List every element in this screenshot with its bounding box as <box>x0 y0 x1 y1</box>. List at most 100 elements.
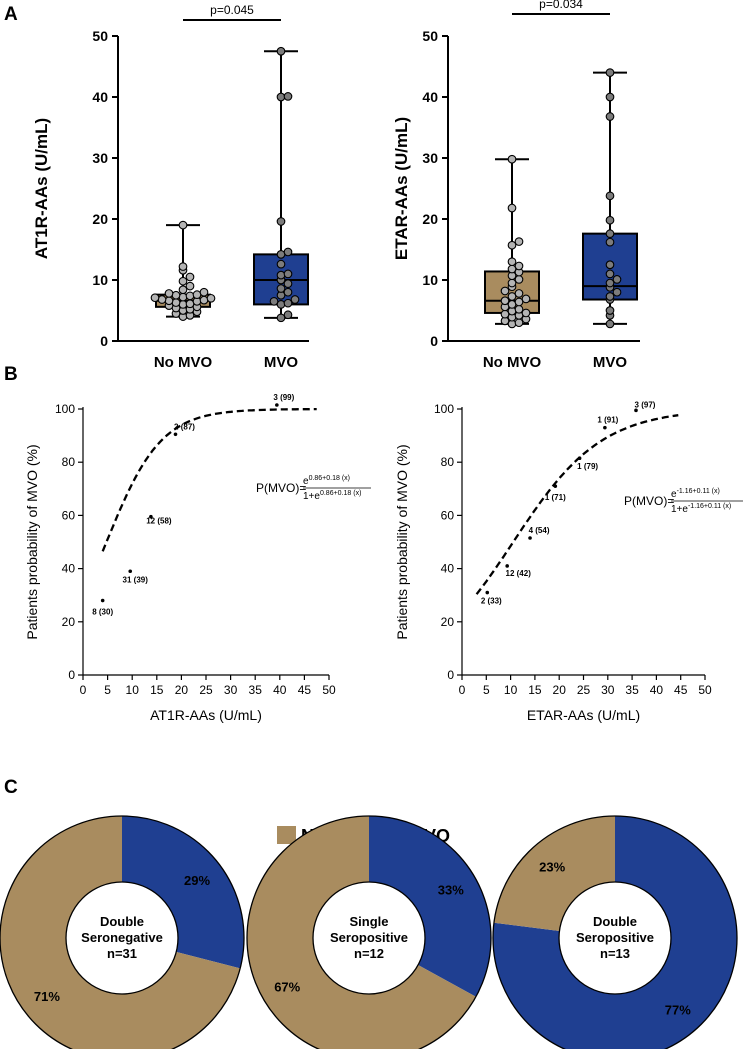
data-point <box>577 456 582 461</box>
y-tick-label: 0 <box>430 333 438 349</box>
y-axis-title: AT1R-AAs (U/mL) <box>32 118 51 259</box>
slice-percent-label: 77% <box>665 1002 691 1017</box>
slice-percent-label: 67% <box>274 979 300 994</box>
x-tick-label: 35 <box>249 683 263 697</box>
formula-numerator-base: e <box>671 489 677 500</box>
data-point <box>276 217 286 226</box>
data-point <box>485 590 490 595</box>
data-point <box>157 295 167 304</box>
center-label-line: Seropositive <box>330 930 408 945</box>
p-value-label: p=0.034 <box>539 0 583 11</box>
y-tick-label: 60 <box>441 508 455 522</box>
data-point <box>283 310 293 320</box>
point-label: 2 (33) <box>481 597 502 606</box>
data-point <box>171 290 181 300</box>
x-axis-title: AT1R-AAs (U/mL) <box>150 707 262 723</box>
data-point <box>507 257 517 267</box>
y-tick-label: 20 <box>92 211 108 227</box>
x-category-label: MVO <box>593 354 628 371</box>
data-point <box>605 319 615 329</box>
formula-numerator-base: e <box>303 476 309 487</box>
y-tick-label: 100 <box>434 402 454 416</box>
data-point <box>612 287 622 297</box>
center-label-line: Double <box>593 914 637 929</box>
x-tick-label: 50 <box>322 683 336 697</box>
x-tick-label: 45 <box>674 683 688 697</box>
y-tick-label: 40 <box>422 89 438 105</box>
data-point <box>178 285 188 295</box>
y-tick-label: 0 <box>100 333 108 349</box>
y-tick-label: 10 <box>92 272 108 288</box>
data-point <box>178 220 188 230</box>
x-tick-label: 15 <box>528 683 542 697</box>
data-point <box>500 286 510 296</box>
center-label-line: Double <box>100 914 144 929</box>
data-point <box>605 237 615 247</box>
y-tick-label: 20 <box>441 615 455 629</box>
y-tick-label: 50 <box>422 28 438 44</box>
y-axis-title: Patients probability of MVO (%) <box>24 444 40 639</box>
data-point <box>276 300 286 309</box>
point-label: 1 (71) <box>545 493 566 502</box>
data-point <box>514 289 524 298</box>
data-point <box>605 229 615 238</box>
donut-outer-ring <box>492 815 738 1049</box>
data-point <box>178 292 188 302</box>
y-tick-label: 0 <box>68 668 75 682</box>
data-point <box>150 293 160 303</box>
data-point <box>164 296 174 306</box>
y-tick-label: 20 <box>62 615 76 629</box>
x-tick-label: 25 <box>199 683 213 697</box>
data-point <box>507 240 517 250</box>
x-tick-label: 5 <box>104 683 111 697</box>
x-tick-label: 15 <box>150 683 164 697</box>
data-point <box>269 297 279 306</box>
y-axis-title: ETAR-AAs (U/mL) <box>392 117 411 260</box>
point-label: 1 (79) <box>577 462 598 471</box>
data-point <box>173 432 178 437</box>
x-tick-label: 45 <box>298 683 312 697</box>
data-point <box>507 203 517 213</box>
data-point <box>605 68 615 77</box>
data-point <box>128 569 133 574</box>
data-point <box>605 269 615 279</box>
point-label: 12 (42) <box>506 569 532 578</box>
formula-lhs: P(MVO)= <box>624 494 674 508</box>
data-point <box>528 536 532 540</box>
data-point <box>507 154 517 164</box>
data-point <box>276 92 286 102</box>
x-tick-label: 30 <box>224 683 238 697</box>
boxplot-etar: 0 10 20 30 40 50 ETAR-AAs (U/mL) No MVO MVO p=0.0… <box>392 0 640 371</box>
panel-letter-b: B <box>4 364 18 385</box>
x-tick-label: 5 <box>483 683 490 697</box>
data-point <box>283 287 293 297</box>
data-point <box>283 269 293 279</box>
data-point <box>276 259 286 269</box>
y-tick-label: 30 <box>92 150 108 166</box>
data-point <box>185 272 195 282</box>
point-label: 1 (91) <box>597 416 618 425</box>
data-point <box>514 261 524 271</box>
formula-numerator: e-1.16+0.11 (x) <box>671 488 720 500</box>
point-label: 31 (39) <box>123 575 149 584</box>
y-tick-label: 0 <box>447 668 454 682</box>
formula-denominator-exponent: 0.86+0.18 (x) <box>320 490 361 497</box>
x-tick-label: 10 <box>126 683 140 697</box>
data-point <box>500 309 510 319</box>
data-point <box>276 46 286 56</box>
data-point <box>290 295 300 304</box>
formula-numerator-exponent: 0.86+0.18 (x) <box>309 475 350 482</box>
donut-outer-ring <box>246 815 492 1049</box>
data-point <box>171 298 181 307</box>
logistic-curve-etar: 0 20 40 60 80 100 0 5 10 15 20 25 30 35 40 45 50 ETAR-AAs… <box>394 400 743 723</box>
data-point <box>199 287 209 297</box>
data-point <box>514 318 524 328</box>
data-point <box>206 293 216 303</box>
data-point <box>283 279 293 289</box>
data-point <box>199 295 209 305</box>
center-label-line: Seropositive <box>576 930 654 945</box>
x-tick-label: 20 <box>175 683 189 697</box>
